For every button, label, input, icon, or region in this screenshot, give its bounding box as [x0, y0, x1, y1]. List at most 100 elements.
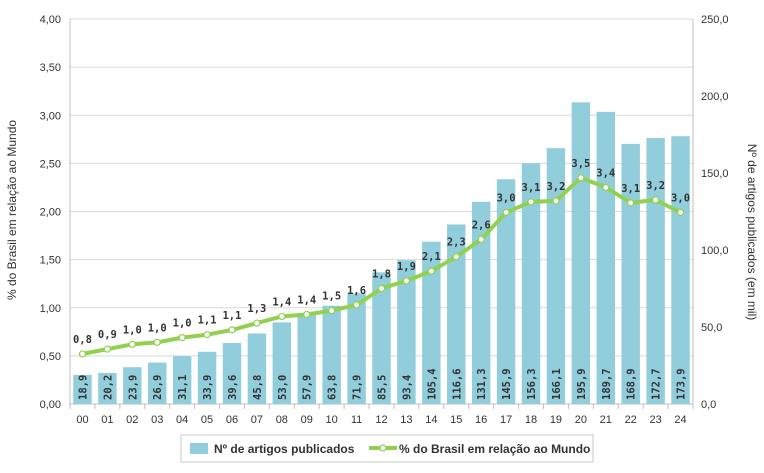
bar-series	[73, 102, 690, 405]
bar	[422, 241, 441, 404]
bar-value-label: 166,1	[551, 368, 563, 400]
bar-value-label: 31,1	[177, 375, 189, 400]
line-value-label: 1,4	[297, 294, 316, 306]
bar	[596, 111, 616, 404]
line-point	[452, 253, 460, 261]
bar-value-label: 131,3	[476, 368, 488, 400]
line-value-label: 3,5	[571, 158, 590, 170]
bar	[197, 351, 217, 404]
line-point	[676, 208, 685, 217]
x-tick-label: 11	[351, 414, 362, 426]
x-tick-label: 06	[226, 414, 238, 426]
bar-value-label: 168,9	[626, 368, 638, 400]
bar	[73, 374, 92, 404]
bar-value-label: 116,6	[451, 368, 463, 400]
x-tick-label: 24	[674, 414, 686, 426]
bar	[471, 201, 491, 404]
bar	[123, 367, 142, 404]
x-tick-label: 10	[326, 414, 338, 426]
y-left-tick-label: 0,50	[40, 351, 61, 363]
line-point	[402, 277, 411, 285]
x-tick-label: 03	[151, 414, 163, 426]
bar-value-label: 18,9	[77, 375, 89, 400]
y-right-tick-label: 0,0	[701, 399, 716, 411]
y-right-tick-label: 100,0	[701, 245, 729, 257]
bar	[671, 136, 690, 404]
line-value-label: 1,0	[173, 318, 192, 330]
x-tick-label: 13	[400, 414, 412, 426]
line-point	[577, 174, 585, 182]
bar	[496, 179, 516, 404]
legend-bar-label: Nº de artigos publicados	[214, 442, 355, 456]
bar	[222, 343, 242, 404]
bar-value-label: 195,9	[576, 368, 588, 400]
line-value-label: 1,6	[347, 285, 366, 297]
bar-value-label: 26,9	[152, 375, 164, 400]
line-value-label: 1,1	[222, 310, 241, 322]
bar-value-label: 189,7	[601, 368, 613, 400]
y-right-tick-label: 50,0	[701, 322, 722, 334]
x-tick-label: 23	[649, 414, 661, 426]
y-left-tick-label: 2,50	[40, 158, 61, 170]
y-left-tick-label: 0,00	[40, 399, 61, 411]
line-point	[427, 267, 435, 275]
bar	[172, 356, 192, 404]
x-tick-label: 05	[201, 414, 213, 426]
bar-value-label: 57,9	[302, 375, 314, 400]
line-value-label: 2,3	[447, 237, 466, 249]
line-value-label: 0,8	[73, 334, 92, 346]
line-point	[153, 338, 161, 346]
bar-value-label: 63,8	[327, 375, 339, 400]
line-value-label: 1,4	[272, 296, 291, 308]
x-tick-label: 12	[375, 414, 387, 426]
line-point	[253, 319, 261, 327]
y-right-tick-label: 250,0	[701, 14, 729, 26]
line-point	[128, 340, 136, 348]
y-left-tick-label: 4,00	[40, 14, 61, 26]
bar	[546, 148, 566, 404]
y-right-axis-title: Nº de artigos publicados (em mil)	[745, 144, 759, 320]
line-point	[652, 196, 660, 204]
line-point	[352, 301, 361, 309]
line-value-label: 3,2	[546, 181, 565, 193]
line-point	[78, 350, 87, 358]
x-tick-label: 09	[301, 414, 313, 426]
legend-bar-swatch	[190, 443, 208, 454]
line-value-label: 1,9	[397, 261, 416, 273]
bar	[98, 372, 117, 404]
x-tick-label: 00	[76, 414, 88, 426]
line-value-label: 3,0	[497, 192, 516, 204]
bar-value-label: 156,3	[526, 368, 538, 400]
line-point	[228, 326, 236, 334]
bar-value-label: 33,9	[202, 375, 214, 400]
x-tick-label: 08	[276, 414, 288, 426]
x-tick-label: 19	[550, 414, 562, 426]
x-tick-label: 01	[101, 414, 113, 426]
line-value-label: 1,8	[372, 269, 391, 281]
y-right-tick-label: 150,0	[701, 168, 729, 180]
x-tick-label: 04	[176, 414, 188, 426]
bar-value-label: 145,9	[501, 368, 513, 400]
x-tick-label: 17	[500, 414, 512, 426]
gridlines	[70, 18, 693, 357]
line-point	[278, 312, 286, 321]
line-point	[552, 197, 560, 205]
line-value-label: 1,0	[148, 322, 167, 334]
x-tick-label: 07	[251, 414, 263, 426]
legend-line-label: % do Brasil em relação ao Mundo	[399, 442, 590, 456]
bar	[646, 138, 665, 405]
y-left-tick-label: 1,50	[40, 255, 61, 267]
bar	[322, 305, 341, 404]
bar-value-label: 23,9	[127, 375, 139, 400]
bar	[447, 224, 466, 404]
line-point	[103, 345, 111, 353]
x-tick-label: 21	[600, 414, 612, 426]
y-left-axis-title: % do Brasil em relação ao Mundo	[5, 120, 19, 300]
bar	[272, 322, 292, 404]
line-point	[477, 235, 485, 244]
line-point	[178, 333, 186, 342]
bar	[621, 143, 640, 405]
bar	[297, 314, 316, 404]
